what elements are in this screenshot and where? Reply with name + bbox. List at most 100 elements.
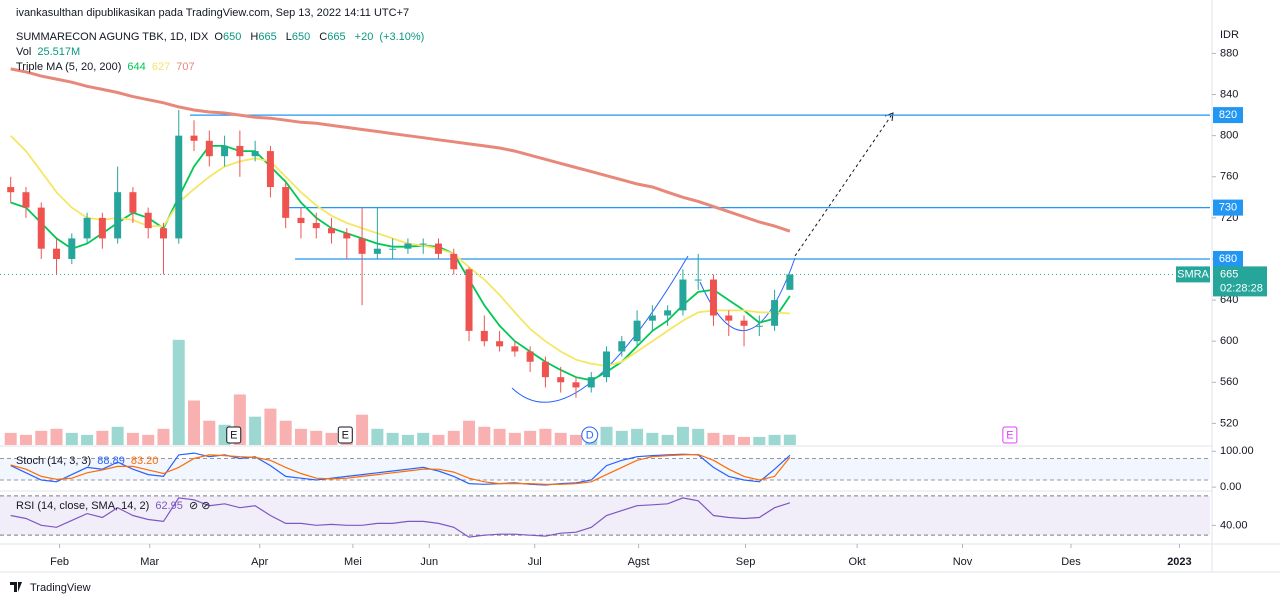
x-tick-label: Apr <box>251 556 268 568</box>
x-tick-label: Agst <box>628 556 650 568</box>
volume-bar <box>4 432 17 445</box>
value: 83.20 <box>130 455 159 467</box>
candle-body <box>22 192 30 208</box>
volume-bar <box>279 420 292 445</box>
candle-body <box>496 341 504 347</box>
volume-bar <box>768 434 781 445</box>
volume-bar <box>569 434 582 445</box>
volume-bar <box>722 434 735 445</box>
ohlc: C665 <box>319 31 348 43</box>
candle-body <box>709 279 717 316</box>
stoch-line <box>10 452 791 486</box>
value: 650 <box>291 31 311 43</box>
value: 665 <box>258 31 277 43</box>
x-tick-label: Sep <box>736 556 756 568</box>
volume-bar <box>661 434 674 445</box>
candle-body <box>144 212 152 229</box>
volume-bar <box>676 426 689 445</box>
volume-bar <box>401 434 414 445</box>
symbol-legend: SUMMARECON AGUNG TBK, 1D, IDX O650 H665 … <box>16 31 427 43</box>
candle-body <box>434 243 442 254</box>
volume-bar <box>264 408 277 445</box>
candle-body <box>618 341 626 352</box>
candle-body <box>572 382 580 388</box>
volume-bar <box>35 430 48 445</box>
volume-bar <box>432 434 445 445</box>
volume-bar <box>172 339 185 445</box>
candle-body <box>129 192 137 213</box>
candle-body <box>98 217 106 239</box>
volume-bar <box>19 434 32 445</box>
candle-body <box>37 207 45 249</box>
ma-legend: Triple MA (5, 20, 200) 644 627 707 <box>16 61 198 73</box>
volume-bar <box>310 430 323 445</box>
level-label-box <box>1213 107 1243 124</box>
candle-body <box>236 145 244 157</box>
level-label-box <box>1213 250 1243 267</box>
label: Stoch (14, 3, 3) <box>16 455 92 467</box>
event-label: E <box>342 429 349 441</box>
volume-bar <box>203 420 216 445</box>
label: L <box>285 31 292 43</box>
event-label: D <box>586 429 594 441</box>
ohlc: O650 <box>214 31 244 43</box>
rsi-legend: RSI (14, close, SMA, 14, 2) 62.95 ⊘ ⊘ <box>16 499 213 512</box>
value: 644 <box>127 61 146 73</box>
volume-bar <box>738 436 751 445</box>
volume-bar <box>249 416 262 445</box>
label: Triple MA (5, 20, 200) <box>16 61 122 73</box>
event-label: E <box>1006 429 1013 441</box>
candle-body <box>205 140 213 157</box>
change: +20 <box>354 31 374 43</box>
candle-body <box>358 238 366 254</box>
label: H <box>250 31 259 43</box>
candle-body <box>755 325 763 327</box>
candle-body <box>786 274 794 290</box>
volume-bar <box>600 426 613 445</box>
candle-body <box>526 351 534 362</box>
event-marker <box>581 426 599 444</box>
event-marker <box>226 426 242 444</box>
candle-body <box>664 310 672 316</box>
candle-body <box>648 315 656 321</box>
ohlc: H665 <box>250 31 279 43</box>
value: 665 <box>327 31 346 43</box>
volume-bar <box>447 430 460 445</box>
candle-body <box>373 248 381 254</box>
ma-line <box>10 67 791 233</box>
event-marker <box>1002 426 1018 444</box>
candle-body <box>740 320 748 326</box>
candle-body <box>404 243 412 249</box>
x-tick-label: Jul <box>528 556 542 568</box>
level-label: 730 <box>1219 202 1237 214</box>
volume-bar <box>524 430 537 445</box>
volume-bar <box>96 430 109 445</box>
label: O <box>214 31 223 43</box>
value: 627 <box>151 61 171 73</box>
candle-body <box>328 228 336 234</box>
candle-body <box>771 300 779 326</box>
x-tick-label: Mei <box>344 556 362 568</box>
volume-bar <box>65 432 78 445</box>
volume-bar <box>508 432 521 445</box>
plot: 880840800760720680640600560520FebMarAprM… <box>0 47 1267 568</box>
y-tick-label: 640 <box>1220 294 1238 306</box>
ma-line <box>10 145 791 382</box>
logo <box>10 582 22 592</box>
brand: TradingView <box>30 582 91 594</box>
stoch-line <box>10 453 791 485</box>
y-tick-label: 760 <box>1220 171 1238 183</box>
candle-body <box>312 223 320 229</box>
volume-bar <box>463 420 476 445</box>
volume-bar <box>81 434 94 445</box>
candle-body <box>251 151 259 157</box>
y-tick-label: 40.00 <box>1220 519 1248 531</box>
volume-bar <box>554 432 567 445</box>
volume-bar <box>646 432 659 445</box>
publisher: ivankasulthan dipublikasikan pada Tradin… <box>16 7 410 19</box>
candle-body <box>633 320 641 342</box>
candle-body <box>694 279 702 281</box>
candle-body <box>603 351 611 378</box>
